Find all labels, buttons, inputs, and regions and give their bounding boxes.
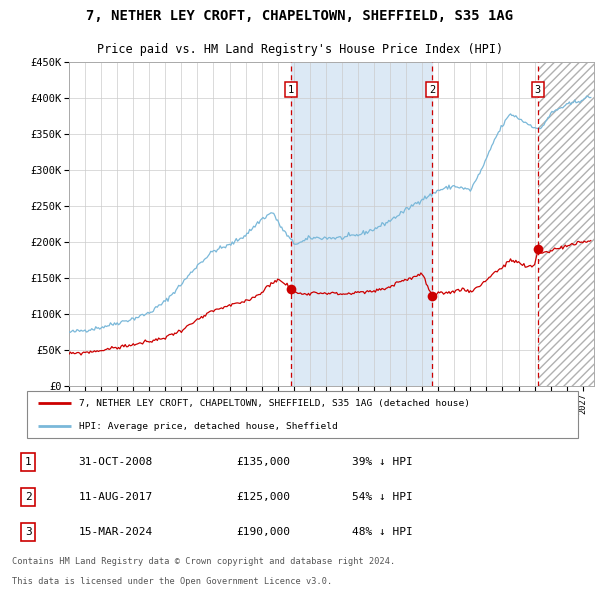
FancyBboxPatch shape (27, 391, 578, 438)
Text: This data is licensed under the Open Government Licence v3.0.: This data is licensed under the Open Gov… (12, 576, 332, 586)
Text: 1: 1 (25, 457, 32, 467)
Text: 3: 3 (535, 84, 541, 94)
Text: £135,000: £135,000 (236, 457, 290, 467)
Text: 2: 2 (25, 492, 32, 502)
Bar (538, 62, 594, 386)
Text: Price paid vs. HM Land Registry's House Price Index (HPI): Price paid vs. HM Land Registry's House … (97, 44, 503, 57)
Text: 7, NETHER LEY CROFT, CHAPELTOWN, SHEFFIELD, S35 1AG: 7, NETHER LEY CROFT, CHAPELTOWN, SHEFFIE… (86, 9, 514, 23)
Text: £125,000: £125,000 (236, 492, 290, 502)
Text: £190,000: £190,000 (236, 527, 290, 537)
Text: 3: 3 (25, 527, 32, 537)
Text: 54% ↓ HPI: 54% ↓ HPI (352, 492, 413, 502)
Text: 48% ↓ HPI: 48% ↓ HPI (352, 527, 413, 537)
Text: 7, NETHER LEY CROFT, CHAPELTOWN, SHEFFIELD, S35 1AG (detached house): 7, NETHER LEY CROFT, CHAPELTOWN, SHEFFIE… (79, 399, 470, 408)
Bar (291, 62, 432, 386)
Text: HPI: Average price, detached house, Sheffield: HPI: Average price, detached house, Shef… (79, 421, 337, 431)
Text: 31-OCT-2008: 31-OCT-2008 (78, 457, 152, 467)
Text: 11-AUG-2017: 11-AUG-2017 (78, 492, 152, 502)
Text: 1: 1 (288, 84, 294, 94)
Text: Contains HM Land Registry data © Crown copyright and database right 2024.: Contains HM Land Registry data © Crown c… (12, 558, 395, 566)
Text: 15-MAR-2024: 15-MAR-2024 (78, 527, 152, 537)
Text: 39% ↓ HPI: 39% ↓ HPI (352, 457, 413, 467)
Text: 2: 2 (429, 84, 435, 94)
